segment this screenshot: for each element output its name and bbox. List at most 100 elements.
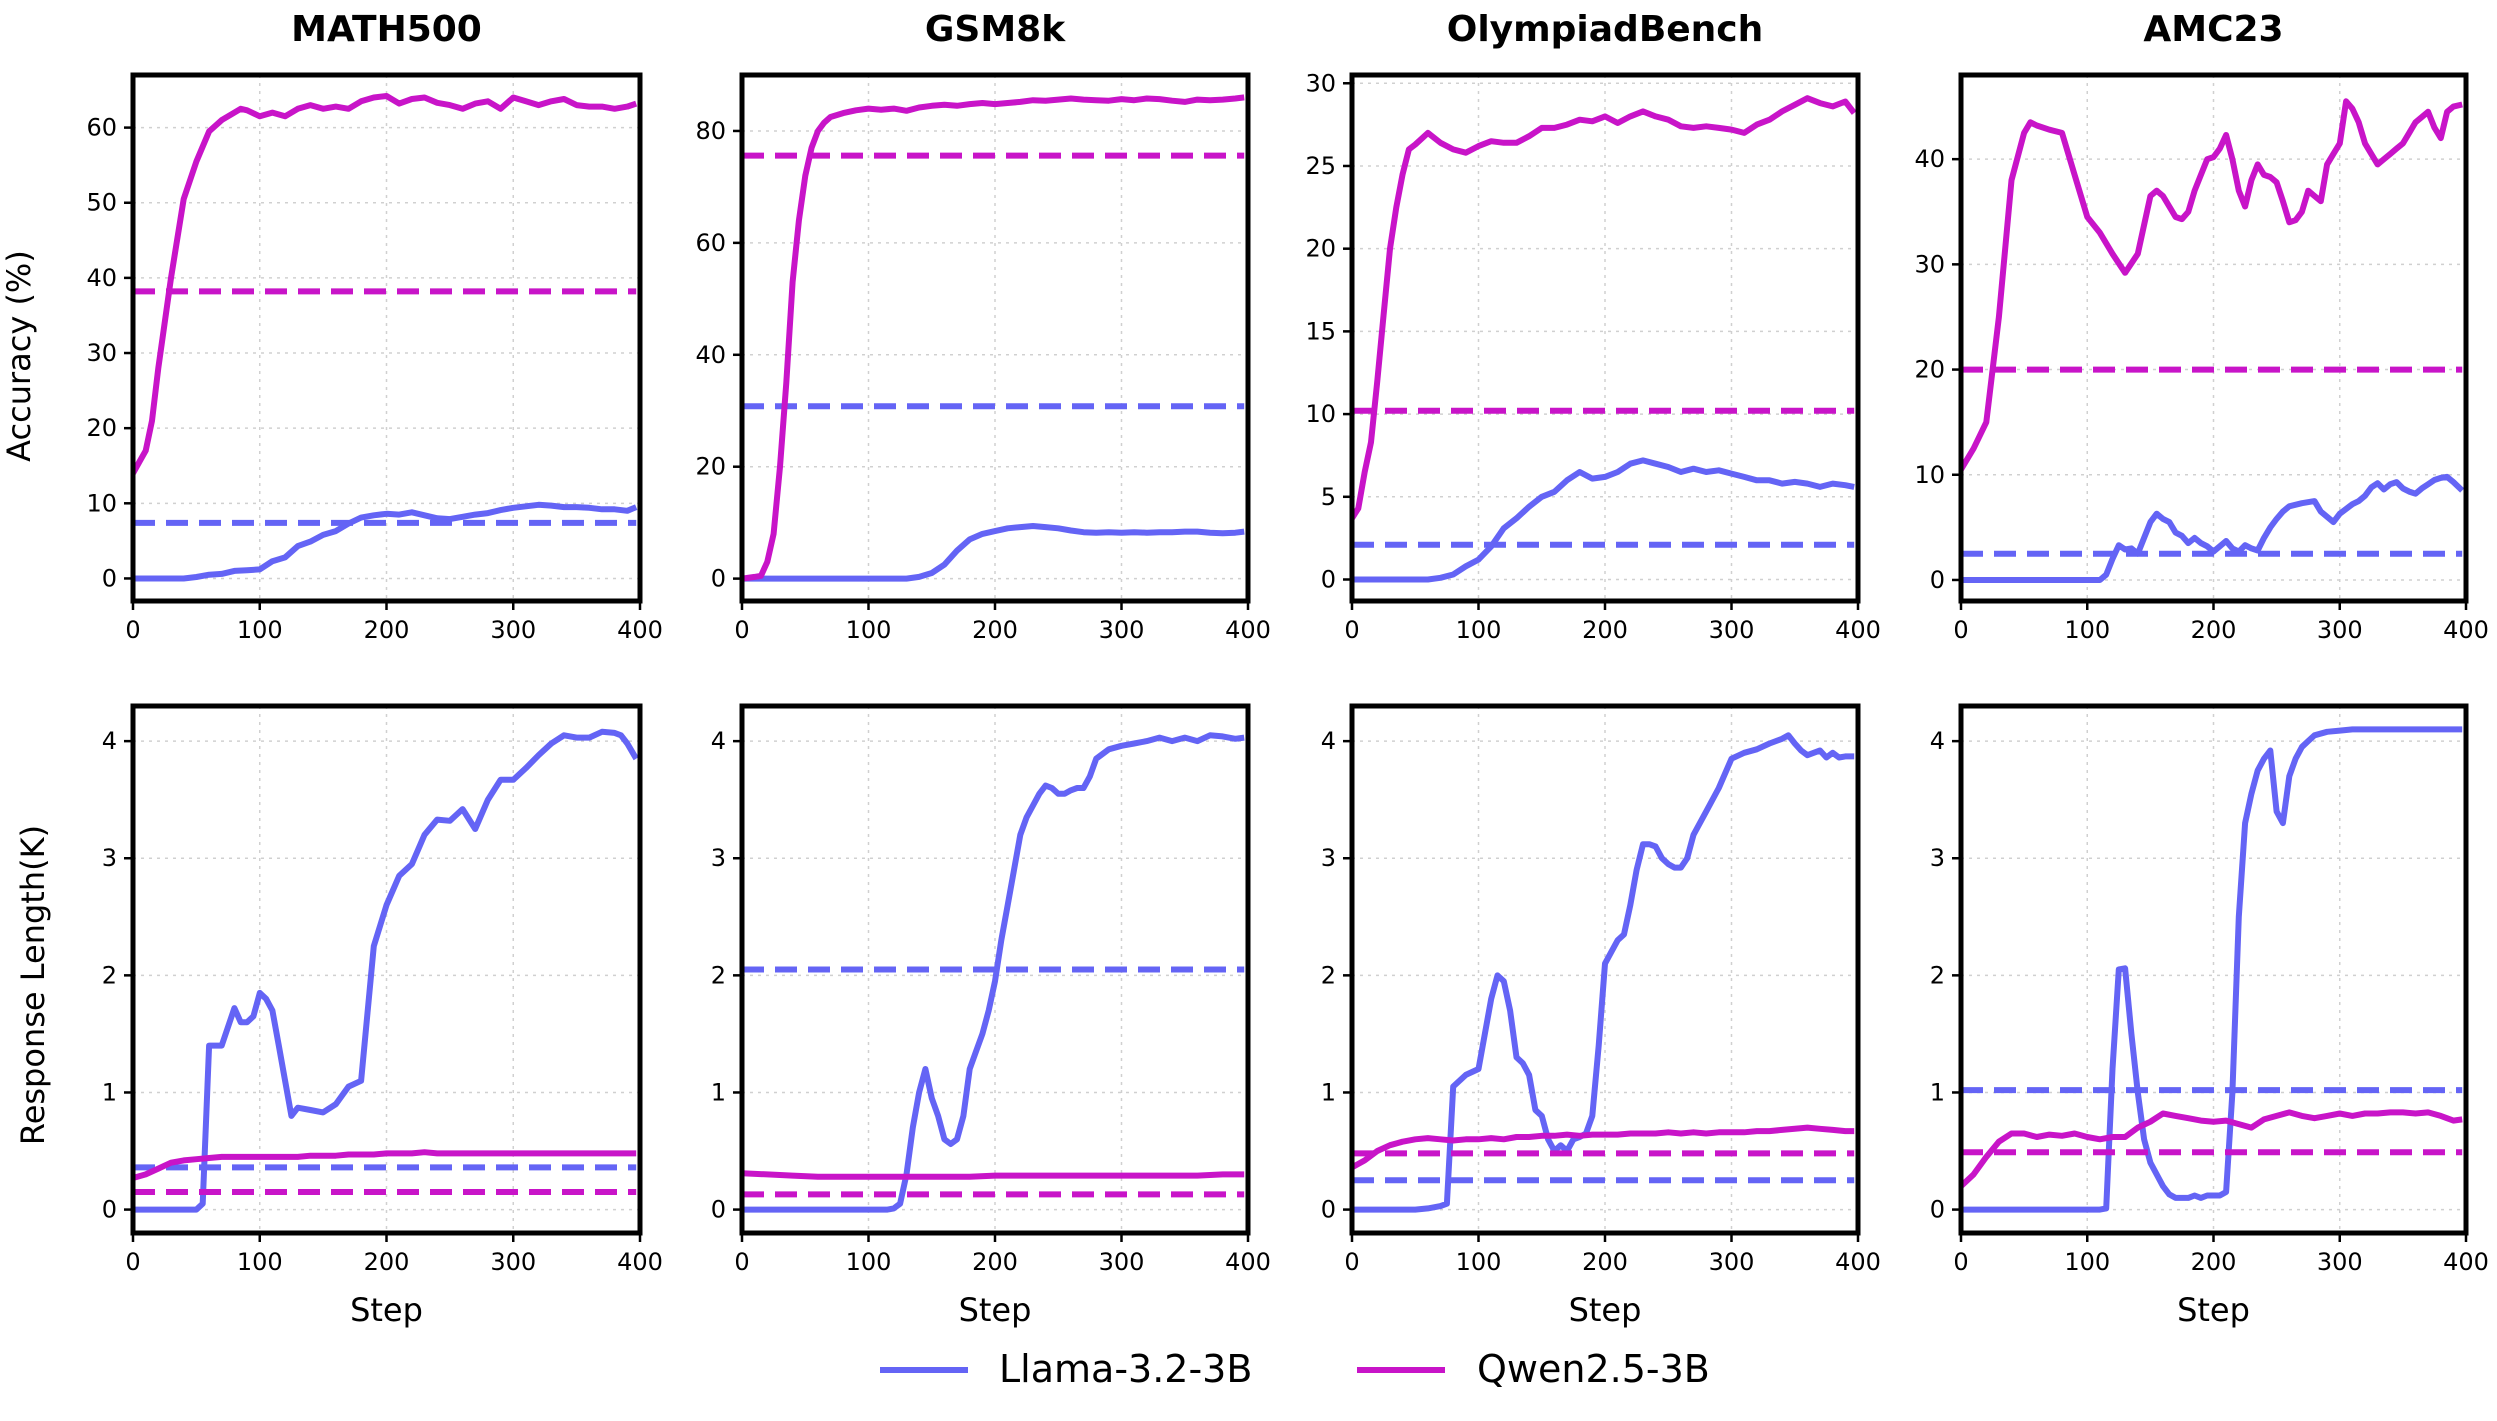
y-tick-label-4: 40 <box>1914 145 1945 173</box>
x-tick-label-0: 0 <box>125 616 140 644</box>
y-tick-label-4: 20 <box>1305 235 1336 263</box>
y-tick-label-1: 1 <box>711 1078 726 1106</box>
x-tick-label-0: 0 <box>734 1248 749 1276</box>
series-line-qwen-solid <box>1352 1124 1855 1171</box>
x-tick-label-4: 400 <box>2443 1248 2489 1276</box>
y-tick-label-4: 4 <box>102 727 117 755</box>
plot-frame <box>1349 72 1861 604</box>
x-tick-label-3: 300 <box>1099 1248 1145 1276</box>
y-tick-label-1: 5 <box>1321 483 1336 511</box>
legend-label-llama: Llama-3.2-3B <box>999 1347 1252 1391</box>
y-tick-label-3: 3 <box>1930 844 1945 872</box>
x-tick-label-0: 0 <box>734 616 749 644</box>
x-tick-label-2: 200 <box>972 616 1018 644</box>
x-tick-label-1: 100 <box>2064 1248 2110 1276</box>
x-tick-label-4: 400 <box>1835 1248 1881 1276</box>
y-tick-label-3: 3 <box>1321 844 1336 872</box>
x-tick-label-3: 300 <box>1099 616 1145 644</box>
panel-8: 0 100 200 300 400 0 1 2 3 4 Step <box>1930 703 2489 1329</box>
series-line-llama-solid <box>742 732 1245 1213</box>
y-tick-label-0: 0 <box>1930 566 1945 594</box>
x-tick-label-0: 0 <box>125 1248 140 1276</box>
y-tick-label-1: 10 <box>1914 461 1945 489</box>
y-tick-label-4: 80 <box>695 117 726 145</box>
x-tick-label-4: 400 <box>1225 1248 1271 1276</box>
y-tick-label-4: 40 <box>86 264 117 292</box>
x-tick-label-3: 300 <box>1709 616 1755 644</box>
series-line-llama-solid <box>1352 457 1855 583</box>
x-tick-label-0: 0 <box>1344 616 1359 644</box>
x-tick-label-1: 100 <box>237 1248 283 1276</box>
x-tick-label-1: 100 <box>2064 616 2110 644</box>
y-tick-label-0: 0 <box>1321 565 1336 593</box>
y-tick-label-0: 0 <box>102 564 117 592</box>
x-tick-label-2: 200 <box>1582 616 1628 644</box>
series-line-llama-solid <box>133 728 639 1213</box>
x-tick-label-3: 300 <box>490 1248 536 1276</box>
x-tick-label-1: 100 <box>1456 1248 1502 1276</box>
y-tick-label-2: 10 <box>1305 400 1336 428</box>
x-tick-label-0: 0 <box>1953 1248 1968 1276</box>
series-line-qwen-solid <box>1961 1109 2463 1189</box>
y-tick-label-3: 60 <box>695 229 726 257</box>
x-axis-label: Step <box>2177 1291 2250 1329</box>
series-line-qwen-solid <box>1352 95 1857 520</box>
panel-1: 0 100 200 300 400 0 10 20 30 40 50 60 MATH500 <box>86 9 662 644</box>
x-tick-label-4: 400 <box>1835 616 1881 644</box>
y-tick-label-3: 30 <box>1914 250 1945 278</box>
x-tick-label-1: 100 <box>846 616 892 644</box>
legend-label-qwen: Qwen2.5-3B <box>1477 1347 1710 1391</box>
x-tick-label-4: 400 <box>617 1248 663 1276</box>
panel-title: OlympiadBench <box>1447 9 1764 50</box>
y-tick-label-0: 0 <box>711 1196 726 1224</box>
y-tick-label-6: 60 <box>86 114 117 142</box>
y-tick-label-0: 0 <box>1321 1196 1336 1224</box>
panel-4: 0 100 200 300 400 0 10 20 30 40 AMC23 <box>1914 9 2488 644</box>
series-line-llama-solid <box>1352 732 1855 1213</box>
y-tick-label-2: 20 <box>86 414 117 442</box>
panel-title: MATH500 <box>291 9 482 50</box>
x-tick-label-2: 200 <box>364 616 410 644</box>
x-tick-label-3: 300 <box>1709 1248 1755 1276</box>
panel-6: 0 100 200 300 400 0 1 2 3 4 Step <box>711 703 1271 1329</box>
series-line-llama-solid <box>133 501 638 582</box>
series-line-qwen-solid <box>133 1149 637 1181</box>
x-axis-label: Step <box>350 1291 423 1329</box>
panel-2: 0 100 200 300 400 0 20 40 60 80 GSM8k <box>695 9 1270 644</box>
x-tick-label-4: 400 <box>1225 616 1271 644</box>
y-tick-label-0: 0 <box>1930 1196 1945 1224</box>
y-tick-label-2: 2 <box>1930 961 1945 989</box>
y-tick-label-0: 0 <box>711 565 726 593</box>
y-tick-label-4: 4 <box>1321 727 1336 755</box>
y-tick-label-6: 30 <box>1305 69 1336 97</box>
y-tick-label-1: 1 <box>102 1078 117 1106</box>
x-tick-label-0: 0 <box>1953 616 1968 644</box>
x-tick-label-1: 100 <box>237 616 283 644</box>
y-tick-label-0: 0 <box>102 1196 117 1224</box>
x-tick-label-3: 300 <box>2317 1248 2363 1276</box>
y-tick-label-4: 4 <box>1930 727 1945 755</box>
x-tick-label-4: 400 <box>617 616 663 644</box>
series-line-qwen-solid <box>133 93 638 475</box>
y-tick-label-1: 1 <box>1930 1078 1945 1106</box>
y-tick-label-5: 50 <box>86 189 117 217</box>
legend: Llama-3.2-3B Qwen2.5-3B <box>880 1347 1710 1391</box>
panel-3: 0 100 200 300 400 0 5 10 15 20 25 30 OlympiadBench <box>1305 9 1880 644</box>
x-tick-label-2: 200 <box>364 1248 410 1276</box>
y-tick-label-2: 2 <box>1321 961 1336 989</box>
x-tick-label-2: 200 <box>972 1248 1018 1276</box>
panel-title: GSM8k <box>925 9 1066 50</box>
y-tick-label-3: 3 <box>102 844 117 872</box>
x-tick-label-0: 0 <box>1344 1248 1359 1276</box>
y-tick-label-3: 3 <box>711 844 726 872</box>
series-line-llama-solid <box>742 523 1245 582</box>
series-line-qwen-solid <box>1961 98 2463 472</box>
panel-5: 0 100 200 300 400 0 1 2 3 4 Step <box>102 703 663 1329</box>
x-tick-label-1: 100 <box>1456 616 1502 644</box>
y-tick-label-4: 4 <box>711 727 726 755</box>
series-line-qwen-solid <box>742 94 1245 582</box>
x-tick-label-2: 200 <box>2191 1248 2237 1276</box>
row-ylabel-response-length: Response Length(K) <box>14 825 52 1145</box>
y-tick-label-5: 25 <box>1305 152 1336 180</box>
